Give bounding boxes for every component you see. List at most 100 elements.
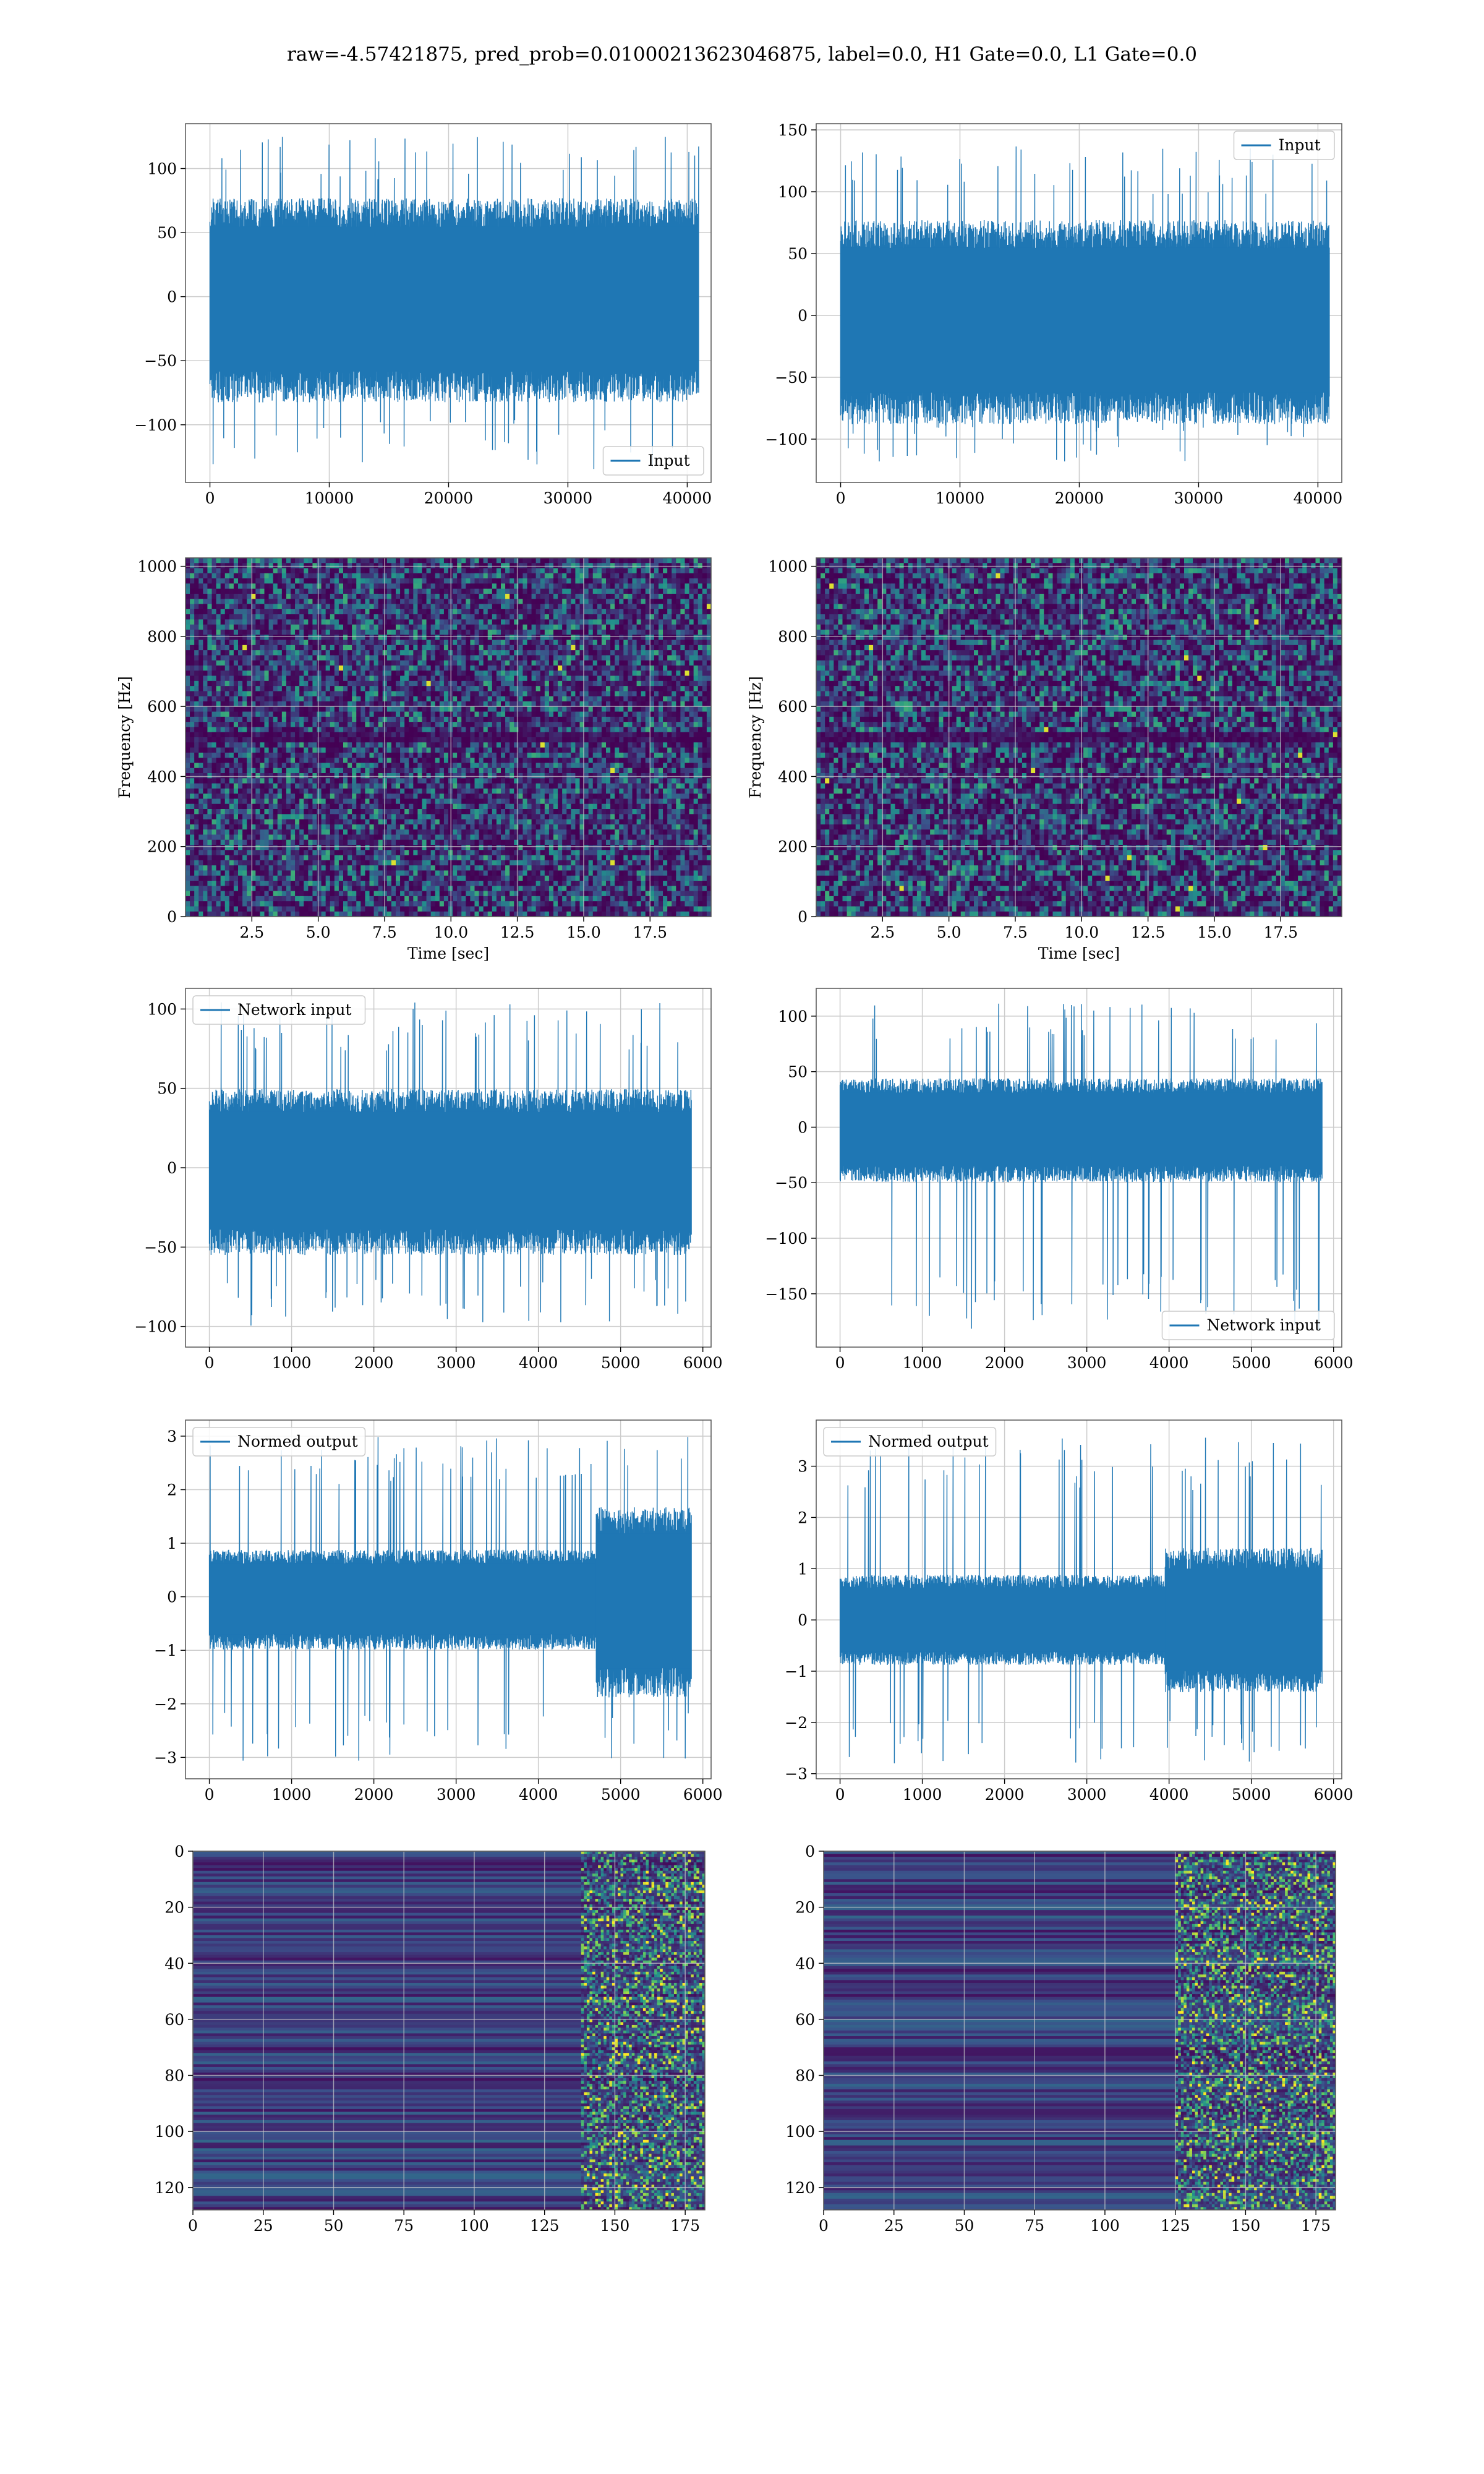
- subplot-input-left: 0 10000 20000 30000 40000 −100 −50 0 50 100 Input: [134, 123, 712, 508]
- legend: Normed output: [192, 1427, 366, 1457]
- y-tick-label: 50: [157, 224, 177, 242]
- x-tick-label: 30000: [544, 489, 593, 507]
- x-tick-label: 50: [955, 2217, 974, 2235]
- plot-content: [839, 1436, 1323, 1764]
- y-tick-label: 150: [778, 121, 808, 139]
- x-tick-label: 20000: [424, 489, 474, 507]
- x-tick-label: 25: [254, 2217, 273, 2235]
- legend: Input: [602, 446, 704, 476]
- x-tick-label: 175: [670, 2217, 700, 2235]
- y-tick-label: −50: [775, 369, 808, 387]
- y-tick-label: −3: [154, 1748, 177, 1766]
- subplot-spectrogram-right: 2.5 5.0 7.5 10.0 12.5 15.0 17.5 0 200 400 600 800 10…: [746, 557, 1342, 962]
- x-tick-label: 7.5: [1003, 923, 1028, 941]
- x-tick-label: 0: [205, 489, 215, 507]
- x-tick-label: 175: [1301, 2217, 1331, 2235]
- y-tick-label: 1000: [137, 558, 177, 576]
- x-tick-label: 4000: [519, 1354, 558, 1372]
- y-tick-label: 400: [778, 768, 808, 785]
- x-tick-label: 10000: [936, 489, 985, 507]
- y-tick-label: 0: [798, 307, 808, 325]
- plot-content: [208, 1437, 692, 1761]
- tick-labels: 0 10000 20000 30000 40000 −100 −50 0 50 100 150: [765, 121, 1342, 507]
- series-core: [209, 1111, 692, 1230]
- x-tick-label: 1000: [903, 1354, 942, 1372]
- y-tick-label: 40: [164, 1954, 184, 1972]
- x-tick-label: 100: [459, 2217, 489, 2235]
- tick-labels: 0 25 50 75 100 125 150 175 0 20 40 60 80 100 120: [155, 1843, 700, 2235]
- y-tick-label: 0: [798, 1611, 808, 1629]
- x-tick-label: 1000: [272, 1354, 312, 1372]
- y-tick-label: −3: [785, 1765, 808, 1783]
- y-tick-label: −50: [144, 352, 177, 370]
- x-tick-label: 2000: [354, 1786, 394, 1804]
- x-tick-label: 5000: [601, 1786, 641, 1804]
- y-tick-label: 50: [157, 1080, 177, 1098]
- tick-labels: 0 1000 2000 3000 4000 5000 6000 −3 −2 −1 0 1 2 3: [785, 1458, 1353, 1804]
- subplot-features-right: 0 25 50 75 100 125 150 175 0 20 40 60 80 100 120: [785, 1843, 1336, 2235]
- y-tick-label: 800: [147, 628, 177, 646]
- plot-content: [208, 1002, 692, 1326]
- y-tick-label: 1: [167, 1534, 177, 1552]
- y-tick-label: 2: [798, 1509, 808, 1526]
- tick-labels: 0 1000 2000 3000 4000 5000 6000 −150 −100 −50 0 50 1…: [765, 1008, 1353, 1372]
- series-core: [210, 226, 699, 372]
- y-tick-label: 800: [778, 628, 808, 646]
- legend: Input: [1233, 131, 1335, 160]
- subplot-spectrogram-left: 2.5 5.0 7.5 10.0 12.5 15.0 17.5 0 200 400 600 800 10…: [116, 557, 712, 962]
- y-tick-label: 1: [798, 1560, 808, 1578]
- x-tick-label: 6000: [683, 1354, 723, 1372]
- legend-box: [192, 995, 366, 1025]
- y-tick-label: 600: [778, 698, 808, 716]
- legend-box: [192, 1427, 366, 1457]
- plot-content: [193, 1851, 705, 2210]
- y-tick-label: 100: [778, 1008, 808, 1025]
- x-tick-label: 17.5: [1263, 923, 1298, 941]
- tick-labels: 0 25 50 75 100 125 150 175 0 20 40 60 80 100 120: [785, 1843, 1331, 2235]
- x-axis-label: Time [sec]: [407, 944, 489, 962]
- subplot-input-right: 0 10000 20000 30000 40000 −100 −50 0 50 100 150 Inp…: [765, 121, 1342, 507]
- x-tick-label: 1000: [903, 1786, 942, 1804]
- y-tick-label: −50: [775, 1174, 808, 1192]
- y-tick-label: 200: [778, 838, 808, 856]
- subplot-features-left: 0 25 50 75 100 125 150 175 0 20 40 60 80 100 120: [155, 1843, 706, 2235]
- y-tick-label: 0: [167, 1588, 177, 1606]
- plot-content: [186, 558, 711, 917]
- x-tick-label: 10000: [305, 489, 354, 507]
- x-tick-label: 12.5: [1131, 923, 1166, 941]
- y-tick-label: 100: [785, 2123, 815, 2141]
- legend: Network input: [192, 995, 366, 1025]
- y-tick-label: −100: [134, 1318, 177, 1336]
- y-tick-label: −150: [765, 1285, 808, 1303]
- y-tick-label: −50: [144, 1238, 177, 1256]
- plot-content: [209, 137, 699, 469]
- legend: Network input: [1161, 1311, 1335, 1340]
- x-tick-label: 0: [836, 489, 846, 507]
- x-tick-label: 125: [1161, 2217, 1190, 2235]
- x-tick-label: 17.5: [633, 923, 667, 941]
- x-tick-label: 1000: [272, 1786, 312, 1804]
- x-tick-label: 12.5: [500, 923, 535, 941]
- axes-frame: [816, 988, 1342, 1348]
- y-tick-label: 0: [174, 1843, 184, 1860]
- x-tick-label: 4000: [1149, 1786, 1189, 1804]
- x-tick-label: 4000: [519, 1786, 558, 1804]
- y-tick-label: 400: [147, 768, 177, 785]
- subplot-network-input-left: 0 1000 2000 3000 4000 5000 6000 −100 −50 0 50 100 Ne…: [134, 988, 723, 1372]
- x-tick-label: 2000: [354, 1354, 394, 1372]
- y-tick-label: 0: [798, 908, 808, 926]
- tick-labels: 2.5 5.0 7.5 10.0 12.5 15.0 17.5 0 200 400 600 800 10…: [137, 558, 667, 941]
- y-tick-label: 80: [164, 2067, 184, 2085]
- series-core: [840, 1092, 1323, 1166]
- plot-content: [839, 1003, 1323, 1330]
- legend-label: Network input: [237, 1001, 351, 1019]
- plot-content: [816, 558, 1342, 917]
- x-tick-label: 3000: [1067, 1354, 1107, 1372]
- legend-box: [1161, 1311, 1335, 1340]
- x-tick-label: 3000: [437, 1354, 476, 1372]
- subplot-normed-output-left: 0 1000 2000 3000 4000 5000 6000 −3 −2 −1 0 1 2 3 Norme…: [154, 1419, 723, 1804]
- subplot-normed-output-right: 0 1000 2000 3000 4000 5000 6000 −3 −2 −1 0 1 2 3 Norme…: [785, 1419, 1354, 1804]
- y-tick-label: 80: [795, 2067, 815, 2085]
- tick-labels: 0 10000 20000 30000 40000 −100 −50 0 50 100: [134, 160, 712, 508]
